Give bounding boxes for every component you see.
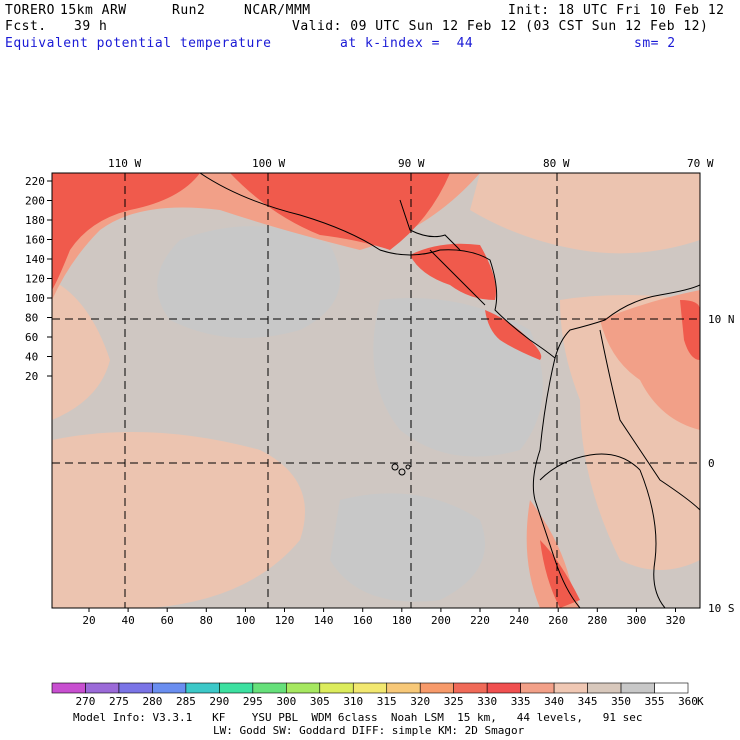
colorbar-label: 290 <box>209 695 229 708</box>
graticule <box>52 173 700 608</box>
colorbar-swatch <box>252 682 287 694</box>
x-grid-label: 120 <box>275 614 295 627</box>
x-grid-label: 140 <box>314 614 334 627</box>
colorbar-label: 285 <box>176 695 196 708</box>
lon-label: 70 W <box>687 157 714 170</box>
model-name: TORERO <box>5 3 55 18</box>
colorbar-swatch <box>286 682 321 694</box>
x-grid-label: 240 <box>509 614 529 627</box>
x-grid-label: 220 <box>470 614 490 627</box>
colorbar-label: 360 <box>678 695 698 708</box>
forecast-hours: 39 h <box>74 19 108 34</box>
level-info: at k-index = 44 <box>340 36 474 51</box>
colorbar-label: 275 <box>109 695 129 708</box>
x-grid-label: 300 <box>626 614 646 627</box>
coastlines <box>199 173 700 608</box>
colorbar-swatch <box>587 682 622 694</box>
latitude-labels: 10 N 0 10 S <box>708 313 735 615</box>
colorbar-swatch <box>185 682 220 694</box>
colorbar-label: 350 <box>611 695 631 708</box>
colorbar-swatch <box>152 682 187 694</box>
field-name: Equivalent potential temperature <box>5 36 272 51</box>
longitude-labels: 110 W 100 W 90 W 80 W 70 W <box>108 157 714 170</box>
colorbar-label: 305 <box>310 695 330 708</box>
x-grid-label: 20 <box>82 614 95 627</box>
lon-label: 90 W <box>398 157 425 170</box>
y-grid-labels: 220 200 180 160 140 120 100 80 60 40 20 <box>25 175 52 383</box>
y-grid-label: 200 <box>25 195 45 208</box>
colorbar-swatch <box>453 682 488 694</box>
colorbar-label: 300 <box>276 695 296 708</box>
colorbar-label: 340 <box>544 695 564 708</box>
x-grid-labels: 20 40 60 80 100 120 140 160 180 200 220 240 260 280 30… <box>82 608 685 627</box>
x-grid-label: 260 <box>548 614 568 627</box>
x-grid-label: 180 <box>392 614 412 627</box>
colorbar-label: 295 <box>243 695 263 708</box>
y-grid-label: 20 <box>25 370 38 383</box>
y-grid-label: 60 <box>25 331 38 344</box>
colorbar-swatch <box>51 682 86 694</box>
colorbar-label: 345 <box>578 695 598 708</box>
x-grid-label: 80 <box>200 614 213 627</box>
colorbar-swatch <box>419 682 454 694</box>
colorbar-swatch <box>486 682 521 694</box>
colorbar-label: 270 <box>76 695 96 708</box>
lon-label: 110 W <box>108 157 141 170</box>
x-grid-label: 280 <box>587 614 607 627</box>
y-grid-label: 40 <box>25 351 38 364</box>
colorbar-swatch <box>553 682 588 694</box>
y-grid-label: 100 <box>25 292 45 305</box>
colorbar: 270 275 280 285 290 295 300 305 310 315 320 325 330 3… <box>51 682 698 708</box>
lat-label: 0 <box>708 457 715 470</box>
colorbar-swatch <box>118 682 153 694</box>
lat-label: 10 S <box>708 602 735 615</box>
colorbar-label: 330 <box>477 695 497 708</box>
colorbar-label: 280 <box>142 695 162 708</box>
colorbar-swatch <box>386 682 421 694</box>
model-org: NCAR/MMM <box>244 3 311 18</box>
colorbar-label: 325 <box>444 695 464 708</box>
lon-label: 100 W <box>252 157 285 170</box>
colorbar-label: 355 <box>645 695 665 708</box>
model-info-line2: LW: Godd SW: Goddard DIFF: simple KM: 2D… <box>213 724 525 737</box>
x-grid-label: 160 <box>353 614 373 627</box>
y-grid-label: 140 <box>25 253 45 266</box>
x-grid-label: 100 <box>235 614 255 627</box>
theta-e-field <box>52 173 700 608</box>
y-grid-label: 120 <box>25 273 45 286</box>
init-time: Init: 18 UTC Fri 10 Feb 12 <box>508 3 725 18</box>
galapagos-islands <box>391 463 411 476</box>
model-resolution: 15km ARW <box>60 3 127 18</box>
y-grid-label: 180 <box>25 214 45 227</box>
lon-label: 80 W <box>543 157 570 170</box>
model-info-line1: Model Info: V3.3.1 KF YSU PBL WDM 6class… <box>73 711 643 724</box>
x-grid-label: 200 <box>431 614 451 627</box>
forecast-label: Fcst. <box>5 19 47 34</box>
colorbar-swatch <box>219 682 254 694</box>
colorbar-swatch <box>319 682 354 694</box>
colorbar-label: 335 <box>511 695 531 708</box>
valid-time: Valid: 09 UTC Sun 12 Feb 12 (03 CST Sun … <box>292 19 709 34</box>
map-frame <box>51 172 701 609</box>
x-grid-label: 40 <box>121 614 134 627</box>
y-grid-label: 160 <box>25 234 45 247</box>
colorbar-swatch <box>620 682 655 694</box>
colorbar-unit: K <box>697 695 704 708</box>
y-grid-label: 220 <box>25 175 45 188</box>
x-grid-label: 320 <box>666 614 686 627</box>
colorbar-label: 310 <box>343 695 363 708</box>
lat-label: 10 N <box>708 313 735 326</box>
colorbar-label: 315 <box>377 695 397 708</box>
x-grid-label: 60 <box>161 614 174 627</box>
colorbar-label: 320 <box>410 695 430 708</box>
smoothing-info: sm= 2 <box>634 36 676 51</box>
model-run: Run2 <box>172 3 206 18</box>
colorbar-swatch <box>520 682 555 694</box>
colorbar-swatch <box>352 682 388 694</box>
colorbar-swatch <box>654 682 689 694</box>
y-grid-label: 80 <box>25 312 38 325</box>
colorbar-swatch <box>85 682 120 694</box>
